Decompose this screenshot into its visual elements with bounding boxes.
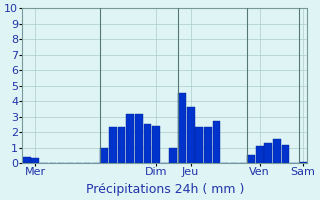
Bar (100, 148, 108, 163)
Bar (213, 121, 220, 163)
Bar (196, 127, 203, 163)
Bar (23, 157, 30, 163)
Bar (273, 139, 281, 163)
Bar (170, 148, 177, 163)
Bar (282, 145, 290, 163)
Bar (31, 158, 39, 163)
Bar (135, 114, 143, 163)
Bar (247, 155, 255, 163)
Bar (152, 126, 160, 163)
Bar (299, 162, 307, 163)
Bar (264, 143, 272, 163)
Bar (109, 127, 117, 163)
X-axis label: Précipitations 24h ( mm ): Précipitations 24h ( mm ) (85, 183, 244, 196)
Bar (204, 127, 212, 163)
Bar (187, 107, 195, 163)
Bar (144, 124, 151, 163)
Bar (256, 146, 264, 163)
Bar (118, 127, 125, 163)
Bar (126, 114, 134, 163)
Bar (178, 93, 186, 163)
